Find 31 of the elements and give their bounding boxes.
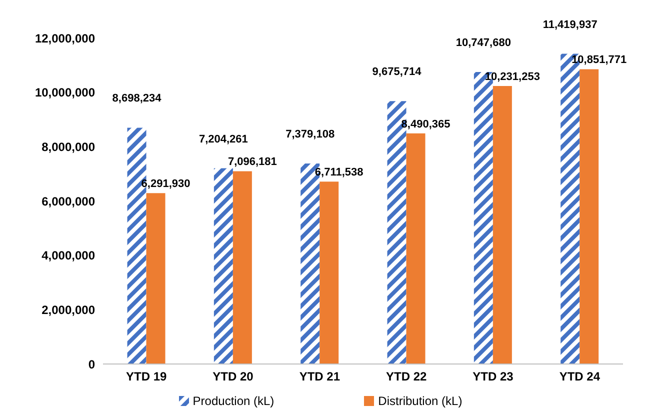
bar — [320, 182, 339, 364]
y-tick-label: 2,000,000 — [42, 302, 96, 317]
y-tick-label: 10,000,000 — [34, 86, 96, 100]
x-tick-label: YTD 22 — [386, 370, 427, 384]
x-tick-label: YTD 21 — [299, 370, 340, 384]
bar — [406, 133, 426, 364]
data-label: 9,675,714 — [372, 66, 422, 78]
x-tick-label: YTD 20 — [212, 370, 254, 384]
y-tick-label: 8,000,000 — [42, 140, 96, 154]
x-tick-label: YTD 24 — [559, 370, 600, 384]
data-label: 11,419,937 — [542, 18, 598, 31]
data-label: 7,379,108 — [286, 128, 335, 141]
y-tick-label: 6,000,000 — [42, 194, 96, 208]
x-tick-label: YTD 23 — [472, 370, 514, 384]
data-label: 8,698,234 — [112, 92, 162, 105]
bar — [146, 193, 166, 364]
y-tick-label: 4,000,000 — [42, 248, 96, 263]
x-tick-label: YTD 19 — [126, 370, 167, 384]
bar — [580, 69, 599, 364]
data-label: 6,711,538 — [314, 166, 364, 179]
legend-label: Production (kL) — [192, 394, 274, 408]
y-tick-label: 0 — [88, 357, 96, 372]
data-label: 7,204,261 — [198, 133, 248, 146]
data-label: 6,291,930 — [141, 178, 190, 190]
legend-label: Distribution (kL) — [378, 394, 462, 408]
bar — [214, 168, 233, 364]
bar — [232, 171, 252, 364]
data-label: 7,096,181 — [228, 156, 277, 168]
y-tick-label: 12,000,000 — [34, 31, 96, 46]
bar — [492, 86, 512, 364]
data-label: 10,747,680 — [456, 37, 511, 50]
